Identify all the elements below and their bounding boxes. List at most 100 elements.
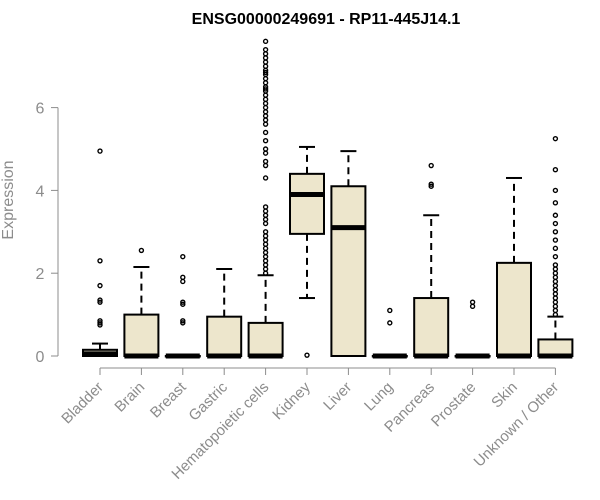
box-iqr [330,185,367,357]
outlier-point [552,220,559,227]
box-iqr [413,297,450,358]
outlier-point [262,249,269,256]
outlier-point [552,237,559,243]
outlier-point [262,51,269,57]
box-brain [123,247,160,359]
outlier-point [262,208,269,214]
outlier-point [552,135,559,142]
box-prostate [454,299,491,359]
y-tick-label: 2 [36,266,45,283]
outlier-point [428,162,434,169]
outlier-point [97,282,103,289]
box-iqr [123,313,160,358]
x-tick-label: Skin [488,379,521,412]
box-kidney [289,145,325,358]
outlier-point [262,121,269,127]
outlier-point [552,278,559,285]
outlier-point [262,229,269,235]
outlier-point [552,307,559,314]
outlier-point [552,303,559,310]
outlier-point [262,150,269,156]
outlier-point [262,100,269,107]
outlier-point [262,80,269,86]
outlier-point [262,96,269,103]
outlier-point [180,320,186,326]
outlier-point [552,212,559,218]
outlier-point [262,258,269,264]
outlier-point [262,69,269,76]
outlier-point [97,299,103,305]
outlier-point [552,253,559,260]
outlier-point [262,63,269,69]
outlier-point [552,282,559,289]
outlier-point [552,287,559,293]
chart-title: ENSG00000249691 - RP11-445J14.1 [192,11,461,28]
outlier-point [469,303,476,310]
outlier-point [262,262,269,268]
outlier-point [97,320,103,326]
outlier-point [262,216,269,223]
box-iqr [206,315,243,358]
outlier-point [552,262,559,268]
outlier-point [262,59,269,65]
outlier-point [262,220,269,227]
box-liver [330,150,367,357]
outlier-point [262,129,269,136]
outlier-point [180,318,186,324]
outlier-point [97,258,103,264]
outlier-point [262,162,269,169]
outlier-point [262,245,269,252]
y-tick-label: 0 [36,349,45,366]
boxes-group [82,38,574,359]
outlier-point [180,301,186,307]
outlier-point [469,299,476,305]
outlier-point [552,274,559,281]
outlier-point [552,166,559,173]
box-iqr [289,172,325,235]
outlier-point [262,241,269,247]
box-iqr [247,321,284,358]
box-skin [496,176,532,359]
outlier-point [262,138,269,144]
outlier-point [552,200,559,206]
box-bladder [82,148,118,358]
outlier-point [552,311,559,318]
box-lung [371,307,408,359]
box-breast [164,253,201,359]
outlier-point [262,38,269,45]
box-unknown-other [537,135,574,359]
outlier-point [387,320,393,326]
x-tick-label: Kidney [269,378,314,423]
outlier-point [262,113,269,119]
outlier-point [262,204,269,210]
outlier-point [387,307,393,314]
outlier-point [262,92,269,98]
outlier-point [552,245,559,252]
outlier-point [262,146,269,152]
outlier-point [552,299,559,305]
outlier-point [262,237,269,243]
outlier-point [552,291,559,297]
outlier-point [262,233,269,239]
outlier-point [552,229,559,235]
x-tick-label: Prostate [428,379,480,431]
outlier-point [262,266,269,272]
x-tick-label: Lung [361,379,397,415]
outlier-point [552,270,559,276]
outlier-point [262,212,269,218]
outlier-point [97,297,103,303]
outlier-point [262,109,269,115]
outlier-point [262,158,269,165]
y-axis: 0 2 4 6 [36,101,59,366]
x-tick-label: Breast [147,378,190,421]
outlier-point [262,46,269,53]
x-tick-label: Brain [111,379,148,416]
y-tick-label: 4 [36,183,45,200]
box-iqr [496,261,532,358]
outlier-point [180,299,186,305]
x-tick-label: Bladder [58,379,107,428]
x-tick-label: Liver [320,379,355,414]
